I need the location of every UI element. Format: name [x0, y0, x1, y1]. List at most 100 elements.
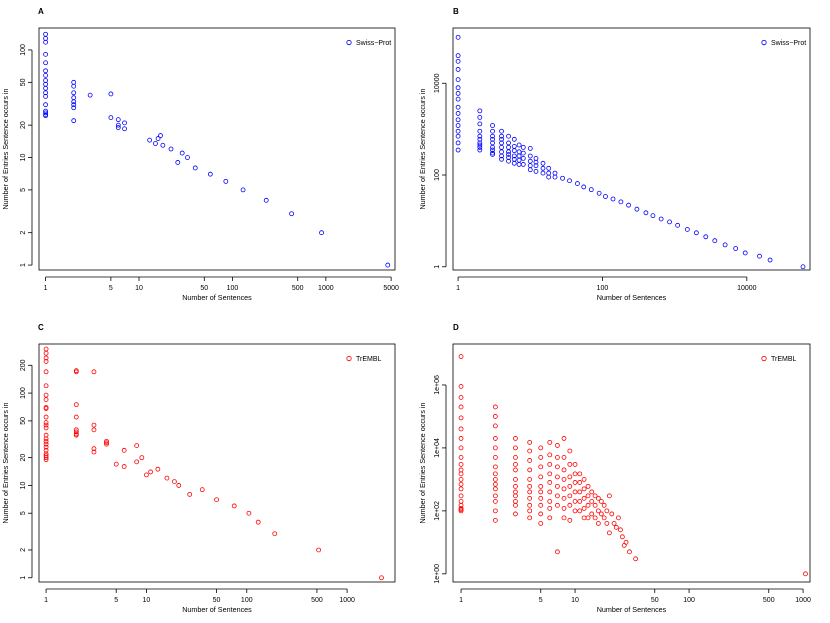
data-point-B: [588, 187, 594, 193]
data-point-D: [458, 383, 464, 389]
data-point-D: [561, 486, 567, 492]
data-point-B: [499, 133, 504, 139]
data-point-D: [554, 483, 560, 489]
data-point-D: [589, 498, 595, 504]
data-point-D: [527, 483, 533, 489]
data-point-D: [538, 495, 544, 501]
data-point-B: [499, 128, 504, 134]
data-point-C: [148, 469, 153, 475]
data-point-D: [513, 493, 518, 499]
data-point-B: [477, 144, 483, 150]
data-point-D: [458, 467, 464, 473]
data-point-C: [43, 369, 49, 375]
data-point-A: [71, 105, 77, 111]
data-point-D: [561, 476, 567, 482]
data-point-B: [455, 111, 461, 116]
data-point-A: [71, 83, 77, 89]
data-point-D: [527, 515, 533, 521]
y-axis-title-B: Number of Entries Sentence occurs in: [418, 88, 427, 209]
data-point-D: [492, 423, 498, 429]
x-tick-label-D: 100: [683, 597, 695, 604]
data-point-B: [560, 175, 565, 181]
data-point-B: [527, 146, 533, 151]
y-tick-label-A: 1: [20, 263, 27, 267]
data-point-D: [618, 527, 623, 533]
data-point-D: [492, 498, 498, 504]
data-point-C: [155, 466, 161, 472]
data-point-D: [592, 493, 598, 499]
data-point-D: [572, 480, 578, 485]
data-point-D: [513, 498, 518, 504]
y-tick-label-B: 100: [434, 169, 441, 181]
x-tick-label-C: 50: [213, 597, 221, 604]
data-point-A: [168, 146, 174, 152]
data-point-A: [43, 108, 48, 114]
x-tick-label-B: 100: [597, 285, 609, 292]
data-point-B: [516, 142, 522, 148]
data-point-B: [533, 156, 539, 161]
data-point-D: [458, 454, 464, 460]
data-point-C: [43, 359, 49, 364]
data-point-D: [554, 464, 560, 470]
data-point-D: [538, 520, 544, 526]
data-point-B: [455, 123, 461, 128]
data-point-C: [246, 510, 252, 516]
data-point-C: [316, 547, 322, 553]
data-point-D: [492, 454, 498, 460]
data-point-C: [134, 459, 140, 465]
data-point-C: [43, 455, 49, 461]
data-point-D: [598, 511, 604, 517]
x-tick-label-C: 1: [44, 597, 48, 604]
data-point-C: [231, 503, 237, 509]
data-point-B: [499, 149, 504, 155]
data-point-D: [513, 511, 518, 517]
data-point-C: [91, 449, 97, 455]
data-point-D: [547, 498, 553, 504]
data-point-B: [533, 159, 539, 165]
data-point-D: [604, 520, 610, 526]
data-point-D: [567, 502, 573, 508]
y-tick-label-A: 100: [20, 44, 27, 56]
data-point-D: [547, 471, 553, 477]
data-point-B: [490, 152, 495, 157]
data-point-D: [613, 524, 619, 530]
data-point-C: [43, 350, 49, 356]
data-point-D: [527, 448, 533, 454]
data-point-C: [172, 479, 177, 485]
legend-label-B: Swiss−Prot: [771, 40, 806, 47]
data-point-B: [477, 115, 483, 120]
data-point-A: [115, 117, 121, 123]
data-point-D: [513, 454, 518, 460]
data-point-A: [223, 178, 229, 184]
data-point-B: [516, 149, 522, 155]
data-point-B: [499, 140, 504, 146]
data-point-B: [506, 133, 511, 139]
data-point-D: [458, 426, 464, 432]
data-point-C: [73, 429, 79, 435]
data-point-B: [506, 140, 511, 146]
data-point-D: [527, 508, 533, 514]
data-point-D: [572, 498, 578, 504]
y-tick-label-A: 20: [20, 121, 27, 129]
data-point-B: [527, 167, 533, 173]
data-point-D: [577, 508, 583, 514]
data-point-D: [527, 458, 533, 463]
data-point-C: [379, 575, 384, 581]
data-point-A: [71, 102, 77, 108]
data-point-C: [43, 438, 49, 444]
data-point-C: [43, 425, 49, 431]
data-point-B: [540, 160, 546, 166]
data-point-A: [207, 171, 213, 177]
data-point-C: [43, 406, 49, 411]
data-point-B: [477, 133, 483, 139]
x-tick-label-C: 1000: [339, 597, 355, 604]
data-point-D: [572, 461, 578, 467]
plot-frame-D: [452, 343, 811, 583]
panel-letter-A: A: [38, 7, 44, 16]
data-point-D: [572, 508, 578, 514]
data-point-A: [43, 39, 48, 45]
x-tick-label-A: 500: [292, 285, 304, 292]
x-axis-title-C: Number of Sentences: [182, 605, 252, 614]
data-point-B: [506, 149, 511, 155]
data-point-A: [43, 51, 48, 57]
